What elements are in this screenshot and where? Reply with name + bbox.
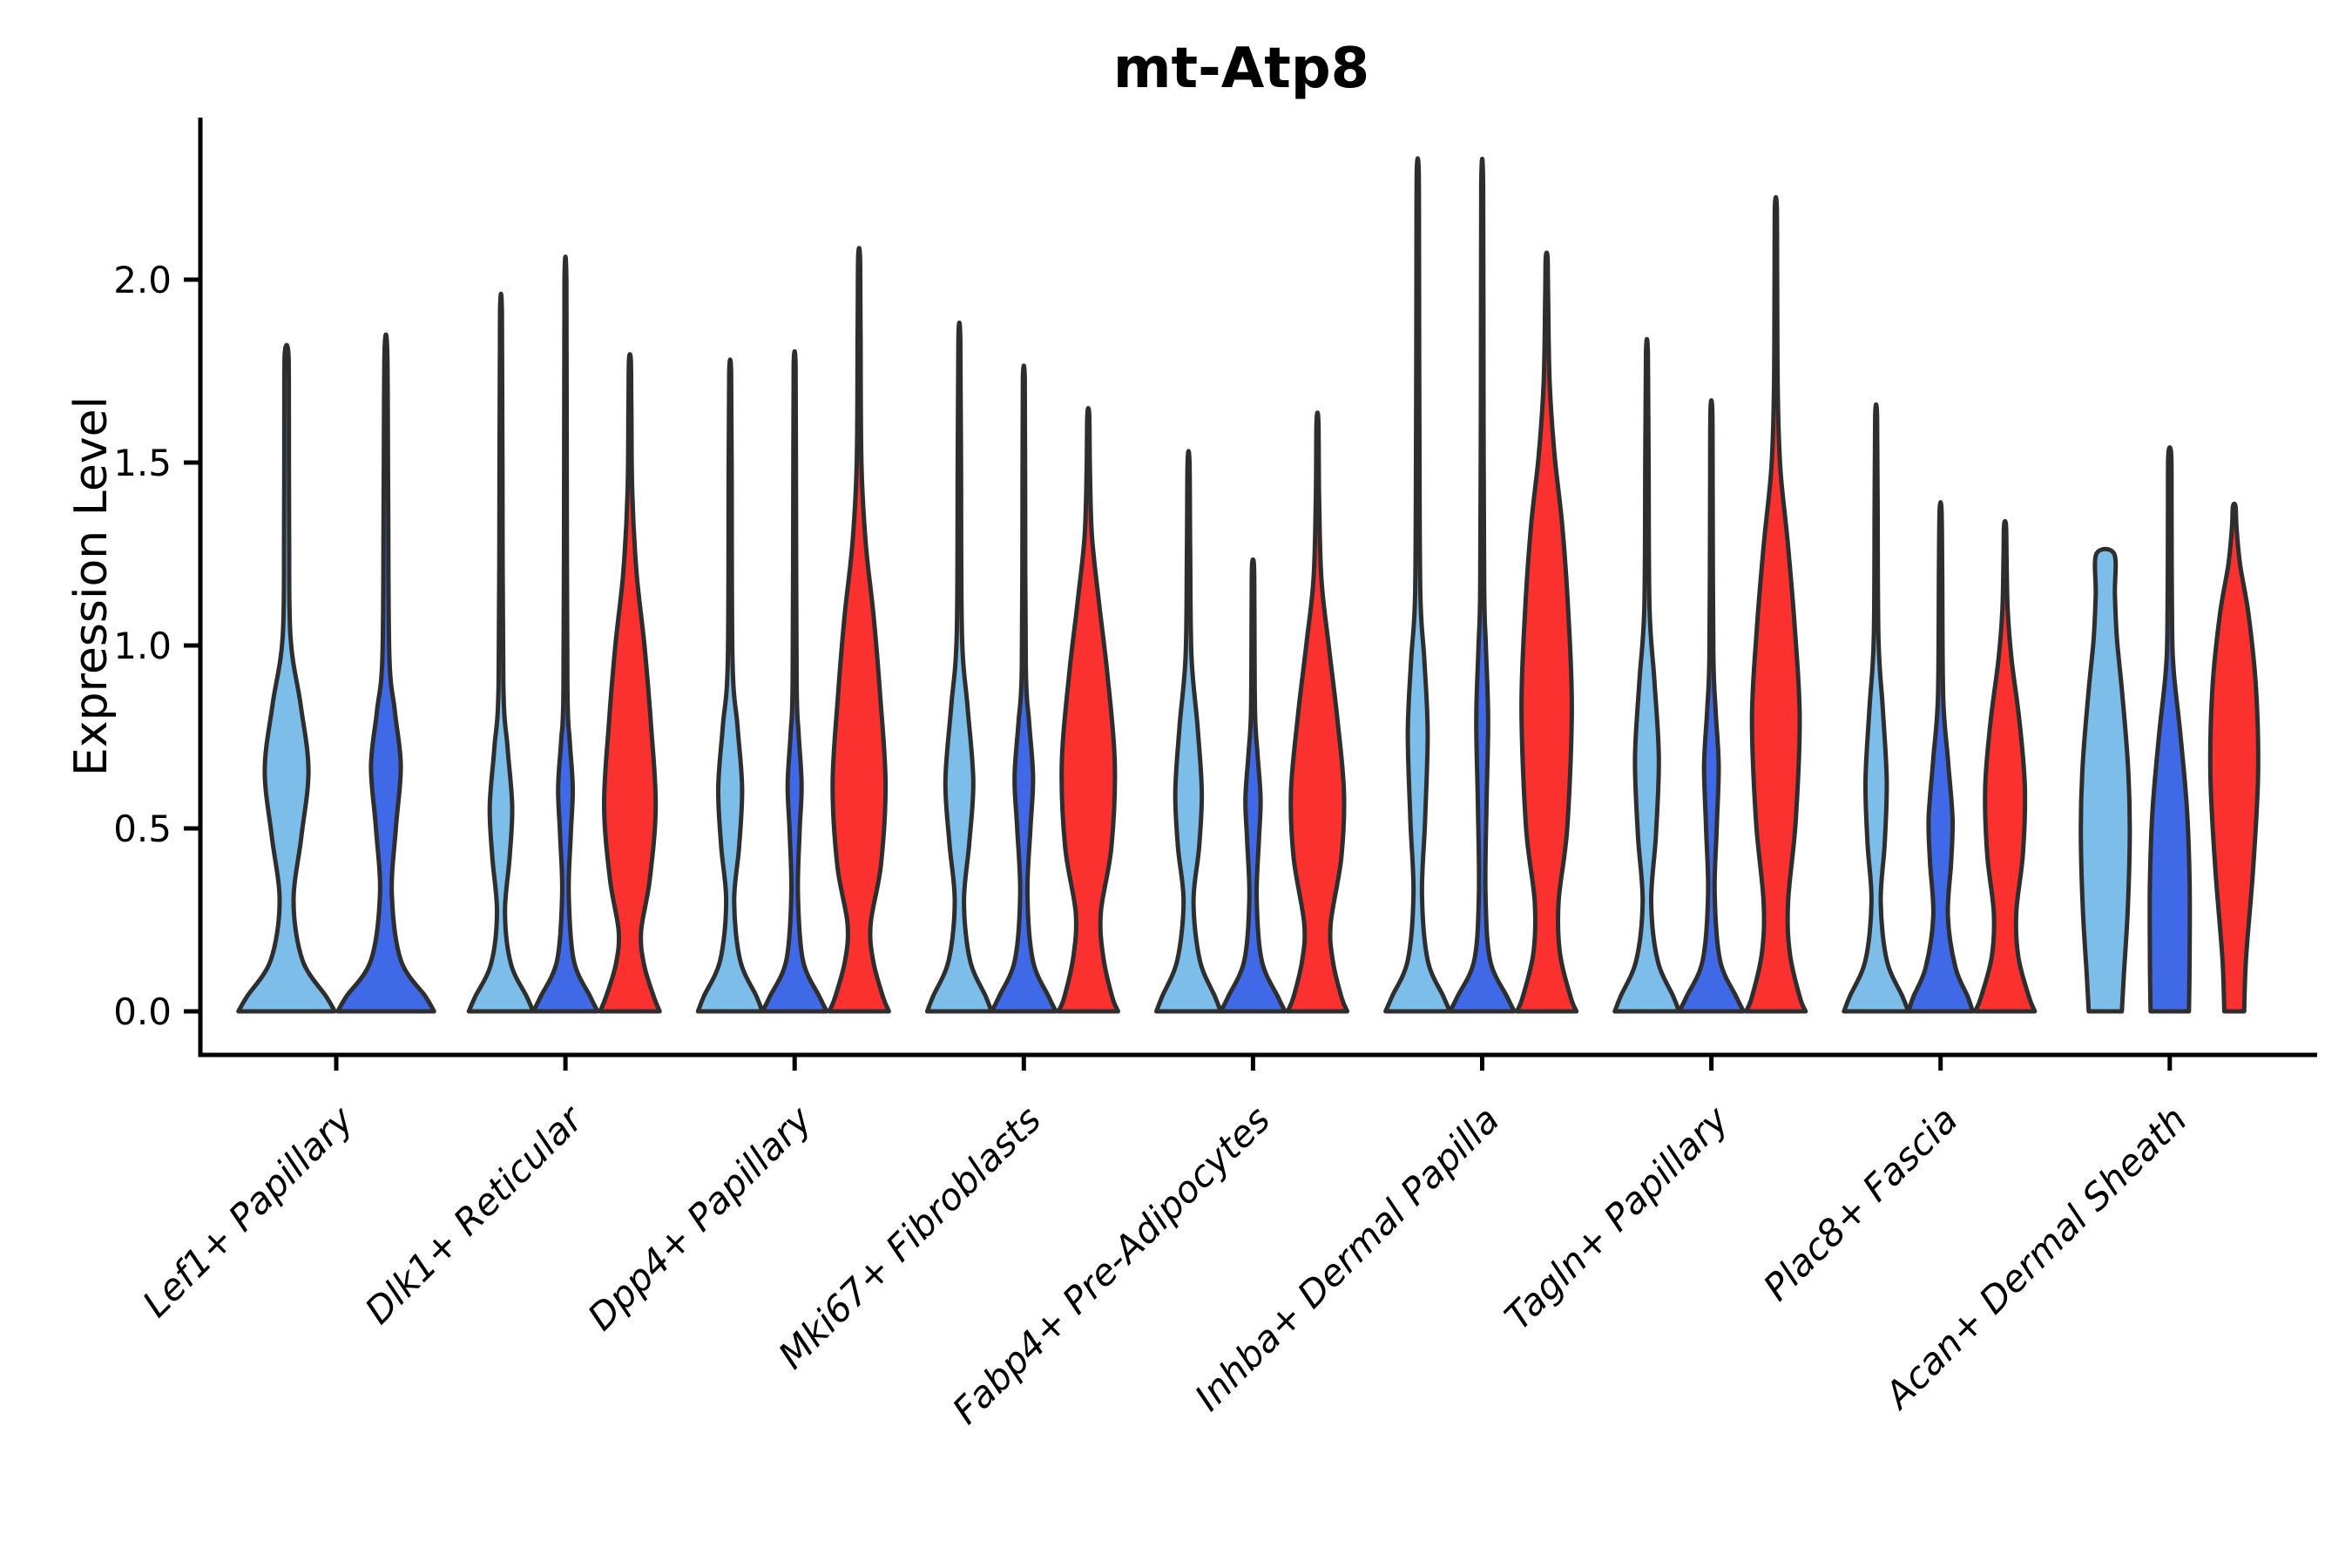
violin-tagln-papillary-dark_blue bbox=[1677, 398, 1746, 1014]
violin-tagln-papillary-light_blue bbox=[1612, 336, 1681, 1014]
violin-dpp4-papillary-red bbox=[827, 246, 891, 1014]
violin-inhba-dermal-papilla-light_blue bbox=[1383, 156, 1452, 1014]
y-axis-label: Expression Level bbox=[65, 396, 118, 776]
axis-spines bbox=[198, 118, 2317, 1058]
violin-plac8-fascia-dark_blue bbox=[1906, 500, 1976, 1014]
violin-mki67-fibroblasts-dark_blue bbox=[989, 363, 1058, 1014]
violin-dlk1-reticular-light_blue bbox=[466, 291, 536, 1014]
y-tick-label: 1.0 bbox=[113, 625, 172, 667]
violin-dpp4-papillary-light_blue bbox=[695, 357, 765, 1014]
axes bbox=[184, 118, 2317, 1071]
y-tick-label: 0.5 bbox=[113, 808, 172, 850]
violin-tagln-papillary-red bbox=[1743, 195, 1808, 1014]
y-tick-label: 1.5 bbox=[113, 442, 172, 484]
violin-inhba-dermal-papilla-dark_blue bbox=[1448, 157, 1517, 1014]
violin-dlk1-reticular-dark_blue bbox=[531, 254, 600, 1014]
y-tick-labels: 0.0 0.5 1.0 1.5 2.0 bbox=[113, 259, 172, 1033]
violin-lef1-papillary-light_blue bbox=[236, 342, 337, 1014]
violin-dpp4-papillary-dark_blue bbox=[760, 348, 829, 1014]
violin-lef1-papillary-dark_blue bbox=[335, 332, 436, 1014]
violin-acan-dermal-sheath-light_blue bbox=[2078, 546, 2132, 1014]
violin-plac8-fascia-red bbox=[1973, 518, 2038, 1014]
violin-fabp4-pre-adipocytes-light_blue bbox=[1154, 449, 1223, 1014]
violin-mki67-fibroblasts-red bbox=[1056, 406, 1120, 1014]
violin-mki67-fibroblasts-light_blue bbox=[924, 320, 994, 1014]
chart-title: mt-Atp8 bbox=[1113, 37, 1369, 101]
violin-dlk1-reticular-red bbox=[598, 352, 662, 1014]
violins bbox=[236, 156, 2261, 1014]
violin-acan-dermal-sheath-red bbox=[2207, 501, 2261, 1014]
y-tick-label: 2.0 bbox=[113, 259, 172, 301]
violin-inhba-dermal-papilla-red bbox=[1514, 250, 1579, 1014]
violin-fabp4-pre-adipocytes-dark_blue bbox=[1219, 557, 1288, 1014]
violin-acan-dermal-sheath-dark_blue bbox=[2147, 445, 2193, 1014]
violin-fabp4-pre-adipocytes-red bbox=[1285, 410, 1350, 1014]
y-tick-label: 0.0 bbox=[113, 990, 172, 1033]
violin-plac8-fascia-light_blue bbox=[1842, 402, 1911, 1014]
